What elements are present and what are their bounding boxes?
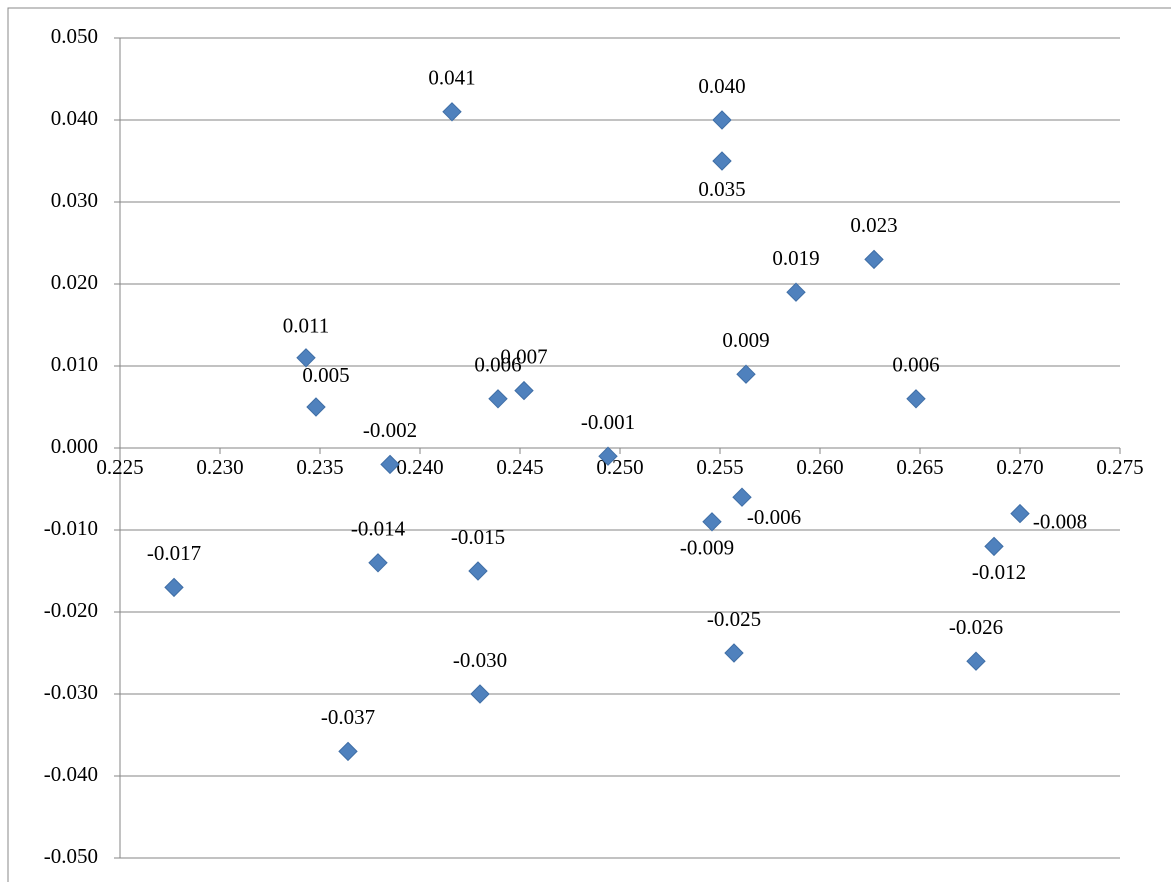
x-tick-label: 0.230: [196, 455, 243, 479]
data-label: -0.014: [351, 517, 406, 541]
data-label: -0.037: [321, 705, 375, 729]
point: [443, 103, 461, 121]
data-label: -0.017: [147, 541, 201, 565]
point: [1011, 505, 1029, 523]
y-tick-label: 0.040: [51, 106, 98, 130]
x-tick-label: 0.240: [396, 455, 443, 479]
chart-frame: [8, 8, 1171, 882]
data-label: 0.006: [892, 353, 939, 377]
point: [865, 250, 883, 268]
x-tick-label: 0.245: [496, 455, 543, 479]
data-label: -0.006: [747, 505, 801, 529]
data-label: 0.011: [283, 314, 329, 338]
point: [737, 365, 755, 383]
point: [725, 644, 743, 662]
x-tick-label: 0.270: [996, 455, 1043, 479]
data-label: 0.009: [722, 328, 769, 352]
data-label: 0.041: [428, 66, 475, 90]
data-label: -0.012: [972, 560, 1026, 584]
point: [713, 111, 731, 129]
point: [369, 554, 387, 572]
data-label: 0.040: [698, 74, 745, 98]
y-tick-label: -0.040: [44, 762, 98, 786]
y-tick-label: 0.020: [51, 270, 98, 294]
point: [471, 685, 489, 703]
data-label: -0.026: [949, 615, 1003, 639]
x-tick-label: 0.255: [696, 455, 743, 479]
point: [307, 398, 325, 416]
point: [489, 390, 507, 408]
data-label: -0.008: [1033, 509, 1087, 533]
point: [733, 488, 751, 506]
data-label: -0.002: [363, 418, 417, 442]
page: -0.050 -0.040 -0.030 -0.020 -0.010 0.000 0.010…: [0, 0, 1171, 882]
point: [907, 390, 925, 408]
point: [713, 152, 731, 170]
point: [515, 382, 533, 400]
point: [703, 513, 721, 531]
point: [469, 562, 487, 580]
data-label: 0.023: [850, 213, 897, 237]
data-label: -0.025: [707, 607, 761, 631]
y-tick-label: 0.050: [51, 24, 98, 48]
point: [787, 283, 805, 301]
point: [165, 578, 183, 596]
data-label: 0.005: [302, 363, 349, 387]
point: [967, 652, 985, 670]
y-tick-label: 0.000: [51, 434, 98, 458]
data-label: -0.001: [581, 410, 635, 434]
data-label: 0.007: [500, 344, 547, 368]
chart: -0.050 -0.040 -0.030 -0.020 -0.010 0.000 0.010…: [0, 0, 1171, 882]
x-tick-label: 0.260: [796, 455, 843, 479]
data-label: -0.030: [453, 648, 507, 672]
y-tick-label: -0.020: [44, 598, 98, 622]
y-tick-label: 0.030: [51, 188, 98, 212]
y-tick-label: -0.050: [44, 844, 98, 868]
point: [985, 537, 1003, 555]
y-tick-label: -0.030: [44, 680, 98, 704]
point: [339, 742, 357, 760]
data-label: 0.019: [772, 246, 819, 270]
data-label: -0.009: [680, 536, 734, 560]
y-tick-label: -0.010: [44, 516, 98, 540]
y-tick-label: 0.010: [51, 352, 98, 376]
x-tick-label: 0.225: [96, 455, 143, 479]
x-tick-label: 0.265: [896, 455, 943, 479]
data-label: -0.015: [451, 525, 505, 549]
x-tick-label: 0.235: [296, 455, 343, 479]
data-label: 0.035: [698, 177, 745, 201]
x-tick-label: 0.275: [1096, 455, 1143, 479]
